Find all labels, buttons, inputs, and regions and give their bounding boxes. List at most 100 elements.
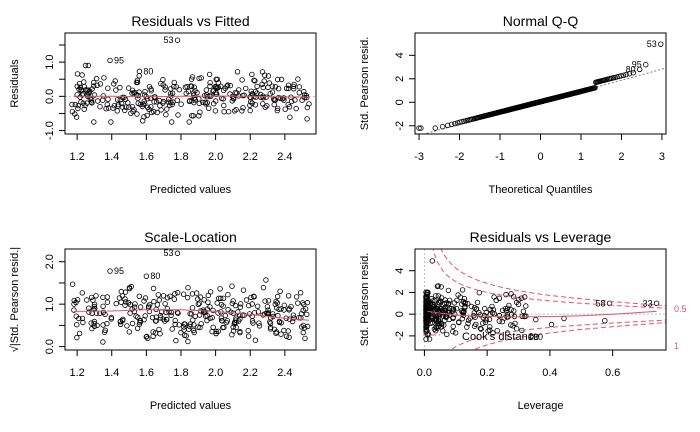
data-point [296, 90, 302, 96]
data-point [172, 321, 178, 327]
data-point [88, 97, 95, 103]
data-point [195, 301, 201, 307]
data-point [132, 89, 138, 96]
point-label: 80 [150, 271, 160, 281]
data-point [90, 83, 97, 89]
data-point [197, 324, 203, 331]
data-point [459, 287, 466, 293]
data-point [658, 41, 664, 47]
data-point [122, 289, 129, 295]
data-point [71, 301, 77, 307]
data-point [174, 289, 181, 296]
data-point [124, 323, 130, 329]
data-point [217, 295, 224, 301]
data-point [148, 104, 154, 110]
data-point [221, 324, 227, 331]
data-point [140, 101, 147, 108]
data-point [94, 82, 100, 88]
point-label: 58 [596, 298, 606, 308]
data-point [117, 84, 123, 91]
point-label: 95 [114, 55, 124, 65]
data-point [426, 336, 433, 342]
data-point [113, 300, 119, 307]
data-point [499, 307, 506, 313]
data-point [490, 330, 496, 336]
data-point [164, 106, 170, 112]
data-point [250, 320, 256, 326]
data-point [290, 83, 297, 90]
data-point [234, 69, 241, 75]
data-point [172, 291, 178, 297]
data-point [511, 308, 517, 314]
data-point [206, 71, 213, 78]
data-point [176, 86, 182, 93]
data-point [89, 86, 95, 92]
data-point [189, 74, 196, 80]
data-point [137, 101, 144, 108]
data-point [129, 103, 135, 110]
data-point [191, 329, 197, 336]
data-point [256, 320, 262, 326]
data-point [160, 76, 166, 83]
data-point [561, 315, 567, 322]
data-point [429, 258, 435, 264]
data-point [245, 302, 252, 309]
y-axis-label: √|Std. Pearson resid.| [9, 247, 21, 352]
data-point [458, 308, 465, 314]
data-point [237, 301, 244, 307]
data-point [91, 301, 98, 307]
data-point [515, 301, 522, 308]
data-point [191, 99, 197, 106]
data-point [239, 77, 245, 83]
point-label: 80 [143, 66, 153, 76]
data-point [293, 105, 299, 112]
data-point [438, 324, 444, 330]
data-point [175, 112, 181, 118]
data-point [448, 305, 454, 312]
data-point [108, 316, 114, 322]
data-point [295, 300, 301, 306]
plot-area [416, 41, 666, 134]
data-point [194, 296, 201, 302]
data-point [487, 324, 493, 330]
data-point [100, 294, 106, 301]
data-point [80, 319, 86, 326]
data-point [504, 305, 511, 311]
data-point [461, 295, 468, 302]
y-tick-label: 1.0 [44, 297, 56, 312]
data-point [265, 307, 271, 313]
data-point [160, 82, 166, 88]
data-point [430, 304, 436, 310]
cooks-legend-label: Cook's distance [462, 331, 539, 343]
x-tick-label: 2 [618, 151, 624, 163]
x-tick-label: 1.4 [104, 367, 119, 379]
data-point [100, 303, 106, 309]
data-point [133, 79, 140, 86]
data-point [480, 320, 486, 326]
data-point [163, 316, 170, 323]
data-point [302, 306, 309, 312]
data-point [166, 102, 173, 108]
y-tick-label: 4 [394, 268, 406, 274]
data-point [496, 312, 503, 319]
cooks-distance-contour [471, 322, 666, 350]
data-point [462, 299, 468, 306]
data-point [229, 98, 235, 104]
point-label: 95 [632, 60, 642, 70]
data-point [450, 328, 456, 335]
data-point [145, 303, 152, 309]
data-point [262, 298, 268, 304]
data-point [478, 326, 484, 332]
data-point [496, 318, 502, 324]
data-point [123, 104, 129, 110]
data-point [213, 328, 219, 335]
data-point [286, 307, 292, 313]
data-point [113, 87, 119, 93]
point-label: 53 [164, 248, 174, 258]
chart-title: Residuals vs Fitted [131, 13, 249, 29]
data-point [265, 84, 271, 91]
data-point [230, 298, 236, 304]
data-point [126, 329, 132, 335]
data-point [155, 292, 161, 298]
